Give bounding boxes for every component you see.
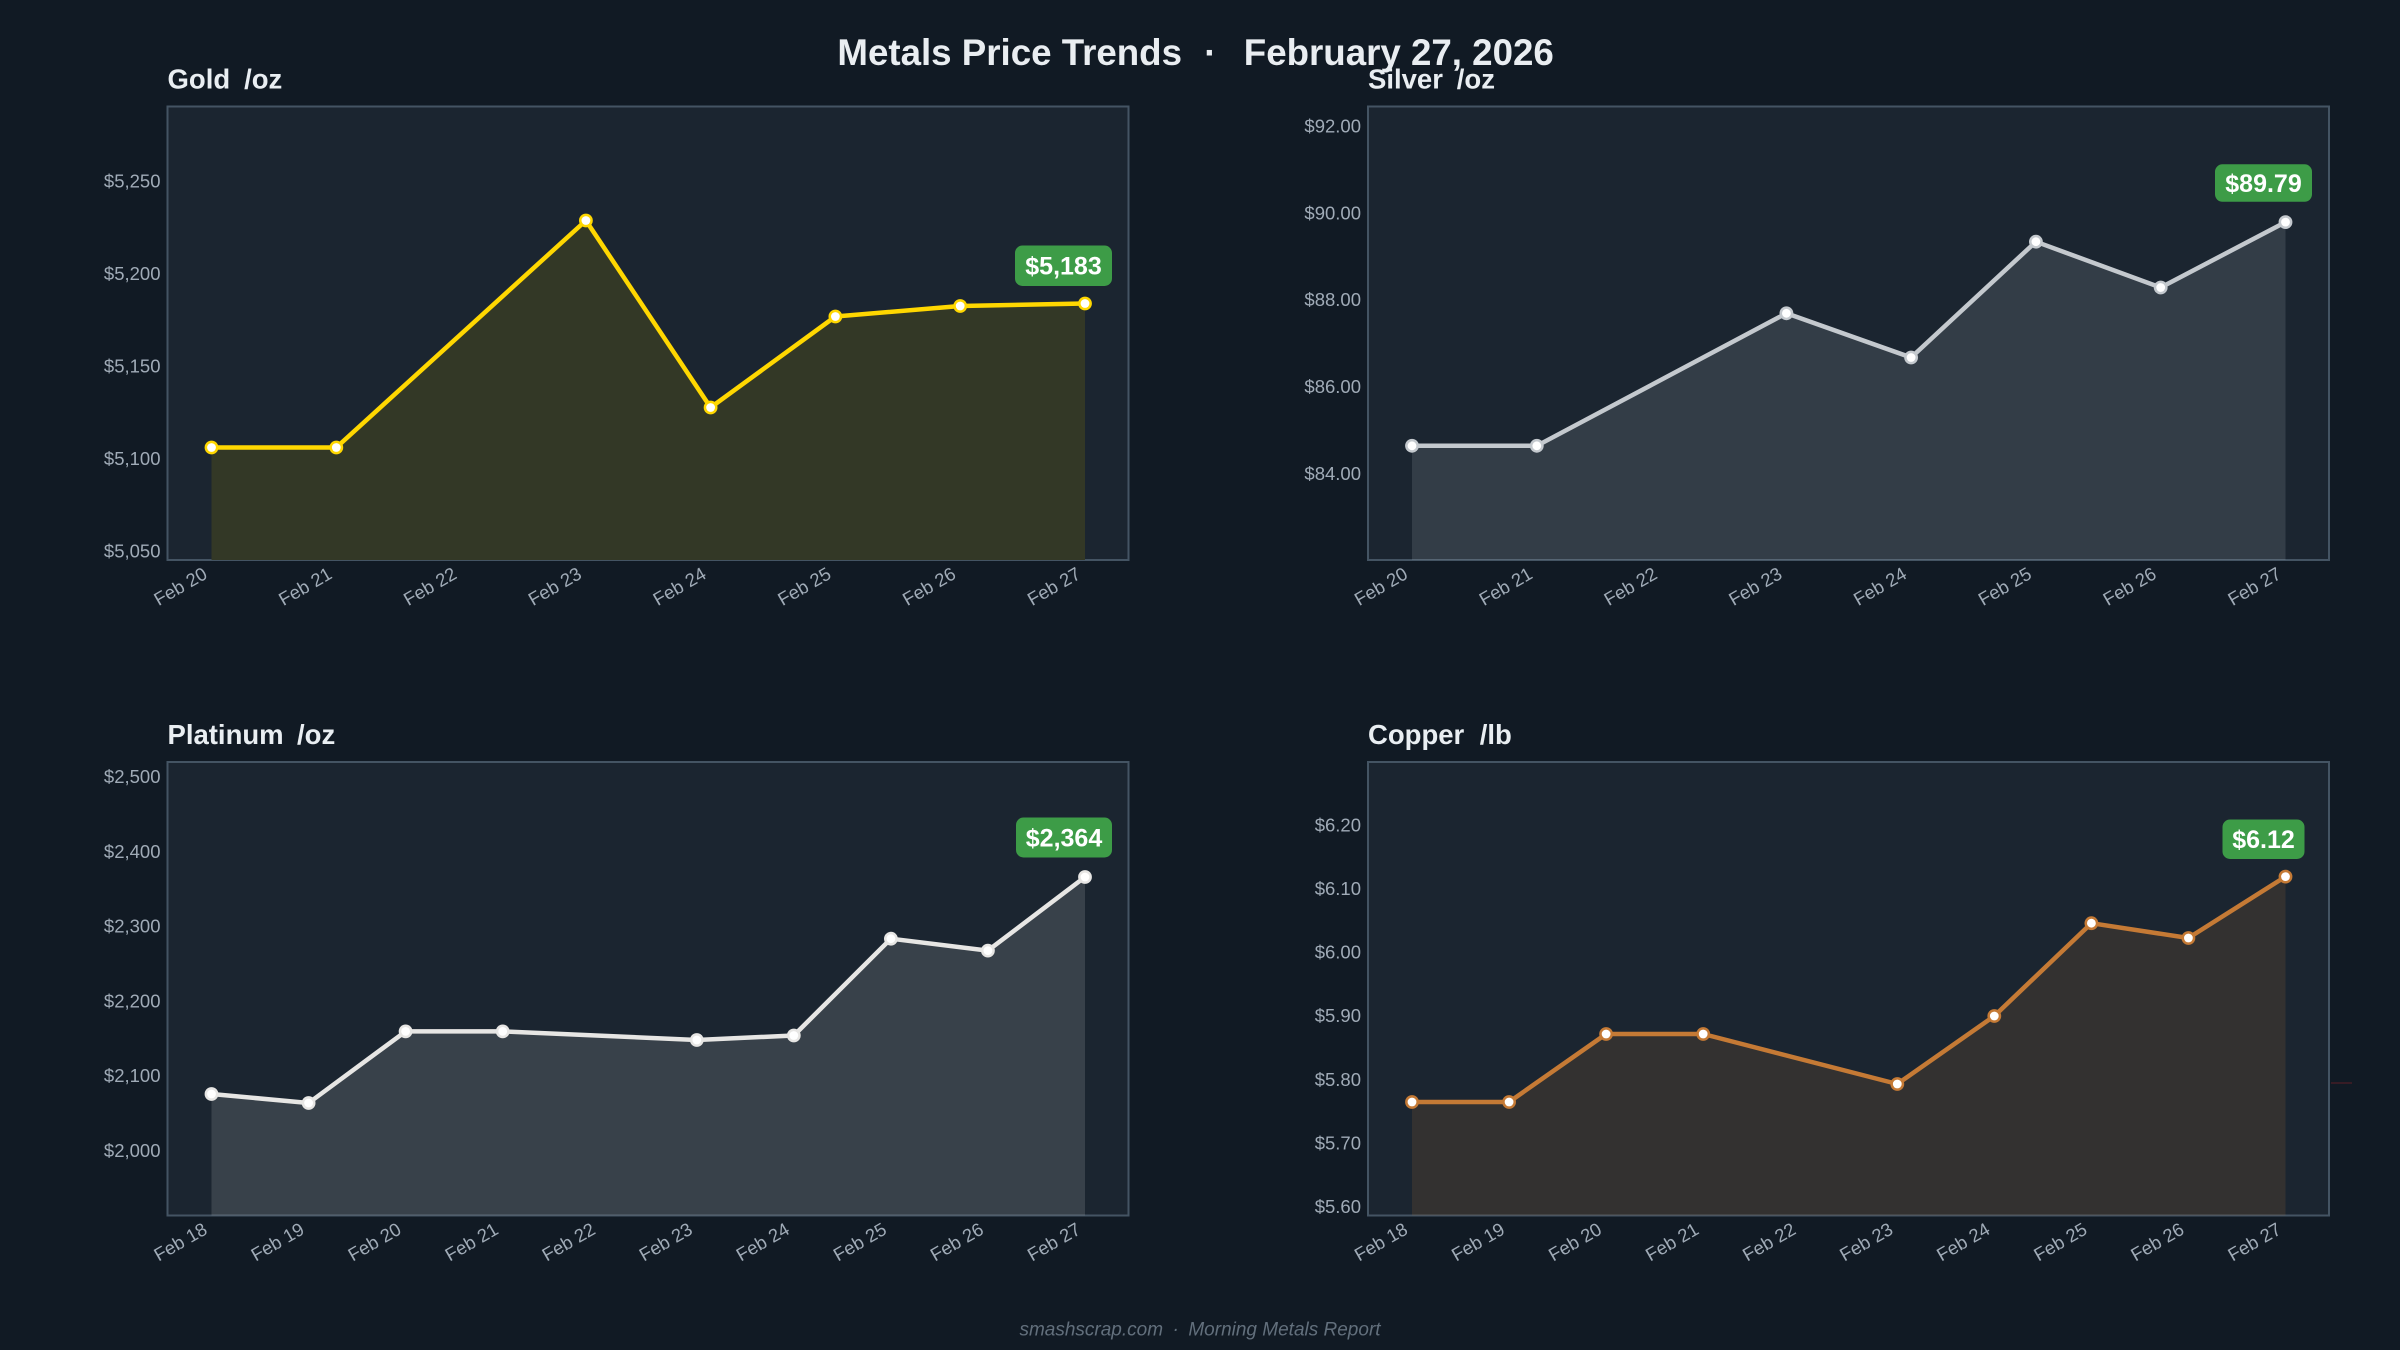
svg-text:$2,100: $2,100 <box>104 1065 161 1086</box>
svg-text:$89.79: $89.79 <box>2225 170 2301 198</box>
svg-text:$5,150: $5,150 <box>104 355 161 376</box>
svg-text:$5,200: $5,200 <box>104 263 161 284</box>
svg-text:$5,050: $5,050 <box>104 540 161 561</box>
svg-text:/oz: /oz <box>244 64 282 95</box>
svg-text:Silver: Silver <box>1368 64 1443 95</box>
svg-text:Metals Price Trends: Metals Price Trends <box>837 32 1182 73</box>
svg-text:$90.00: $90.00 <box>1304 202 1361 223</box>
svg-text:$6.00: $6.00 <box>1315 942 1361 963</box>
svg-text:/lb: /lb <box>1480 719 1512 750</box>
svg-text:Gold: Gold <box>168 64 231 95</box>
svg-text:$86.00: $86.00 <box>1304 376 1361 397</box>
svg-text:smashscrap.com · Morning Metal: smashscrap.com · Morning Metals Report <box>1019 1320 1381 1341</box>
svg-text:$6.20: $6.20 <box>1315 814 1361 835</box>
svg-text:$2,500: $2,500 <box>104 766 161 787</box>
svg-text:$5.90: $5.90 <box>1315 1005 1361 1026</box>
svg-text:$2,000: $2,000 <box>104 1140 161 1161</box>
svg-text:/oz: /oz <box>297 719 335 750</box>
svg-text:$5.60: $5.60 <box>1315 1196 1361 1217</box>
svg-text:$92.00: $92.00 <box>1304 116 1361 137</box>
svg-text:$5,250: $5,250 <box>104 170 161 191</box>
svg-text:$2,200: $2,200 <box>104 990 161 1011</box>
svg-text:February 27, 2026: February 27, 2026 <box>1244 32 1554 73</box>
svg-text:$6.12: $6.12 <box>2232 826 2295 854</box>
svg-text:·: · <box>1204 32 1216 73</box>
svg-text:$5.80: $5.80 <box>1315 1069 1361 1090</box>
svg-text:$5,100: $5,100 <box>104 448 161 469</box>
svg-text:Copper: Copper <box>1368 719 1465 750</box>
svg-text:$88.00: $88.00 <box>1304 289 1361 310</box>
svg-text:$84.00: $84.00 <box>1304 463 1361 484</box>
svg-text:$5,183: $5,183 <box>1025 253 1101 281</box>
svg-text:Platinum: Platinum <box>168 719 284 750</box>
svg-text:$2,364: $2,364 <box>1026 824 1103 852</box>
svg-text:$5.70: $5.70 <box>1315 1132 1361 1153</box>
svg-text:$2,400: $2,400 <box>104 841 161 862</box>
svg-text:/oz: /oz <box>1457 64 1495 95</box>
svg-text:$6.10: $6.10 <box>1315 878 1361 899</box>
svg-text:$2,300: $2,300 <box>104 916 161 937</box>
